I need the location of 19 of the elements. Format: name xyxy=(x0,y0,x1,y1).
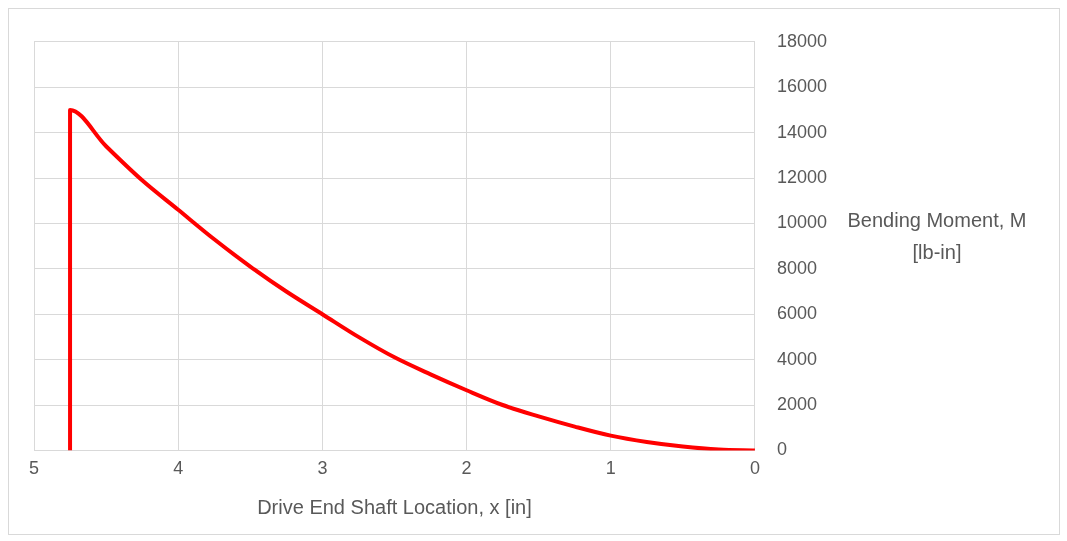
y-tick-label: 18000 xyxy=(776,30,828,51)
x-tick-label: 0 xyxy=(749,458,760,479)
y-tick-label: 8000 xyxy=(776,257,817,278)
y-tick-label: 10000 xyxy=(776,212,828,233)
x-tick-label: 1 xyxy=(605,458,616,479)
y-tick-label: 6000 xyxy=(776,303,817,324)
x-tick-label: 5 xyxy=(28,458,40,479)
y-tick-label: 12000 xyxy=(776,166,828,187)
line-series xyxy=(68,107,755,451)
x-tick-label: 4 xyxy=(173,458,184,479)
y-tick-label: 2000 xyxy=(776,393,817,414)
y-tick-label: 14000 xyxy=(776,121,828,142)
y-tick-label: 4000 xyxy=(776,348,817,369)
x-axis-title: Drive End Shaft Location, x [in] xyxy=(257,495,532,518)
x-tick-label: 3 xyxy=(317,458,328,479)
y-axis-title: Bending Moment, M [lb-in] xyxy=(847,208,1027,265)
y-tick-label: 0 xyxy=(776,439,787,460)
x-tick-label: 2 xyxy=(461,458,472,479)
y-tick-label: 16000 xyxy=(776,76,828,97)
